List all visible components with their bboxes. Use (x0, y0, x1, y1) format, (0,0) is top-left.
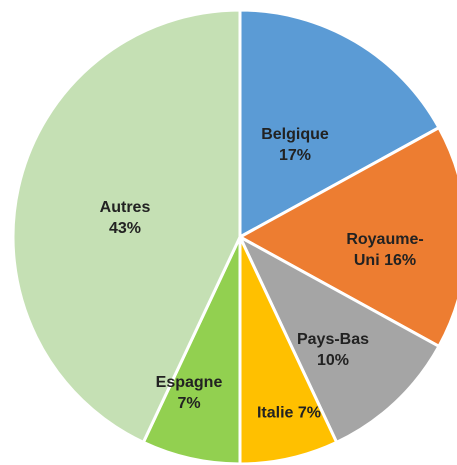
value-label: 43% (108, 220, 142, 237)
slice-label: Italie 7% (234, 403, 344, 424)
pie-slice (236, 125, 457, 349)
slice-label: Autres 43% (90, 197, 160, 239)
pie-slice (11, 8, 242, 445)
slice-label: Belgique 17% (255, 124, 335, 166)
value-label: 17% (278, 147, 312, 164)
value-label: 16% (384, 252, 417, 269)
value-label: 10% (316, 352, 350, 369)
category-label: Italie (256, 404, 294, 422)
category-label: Pays-Bas (296, 331, 370, 348)
slice-label: Pays-Bas 10% (288, 329, 378, 371)
value-label: 7% (297, 404, 322, 422)
slice-label: Royaume-Uni 16% (339, 229, 431, 271)
pie-slice (236, 233, 441, 445)
category-label: Belgique (261, 126, 329, 143)
category-label: Royaume-Uni (346, 231, 424, 269)
category-label: Espagne (155, 374, 223, 391)
category-label: Autres (99, 199, 151, 216)
pie-slice (238, 8, 441, 240)
slice-label: Espagne 7% (149, 372, 229, 414)
value-label: 7% (177, 395, 201, 412)
